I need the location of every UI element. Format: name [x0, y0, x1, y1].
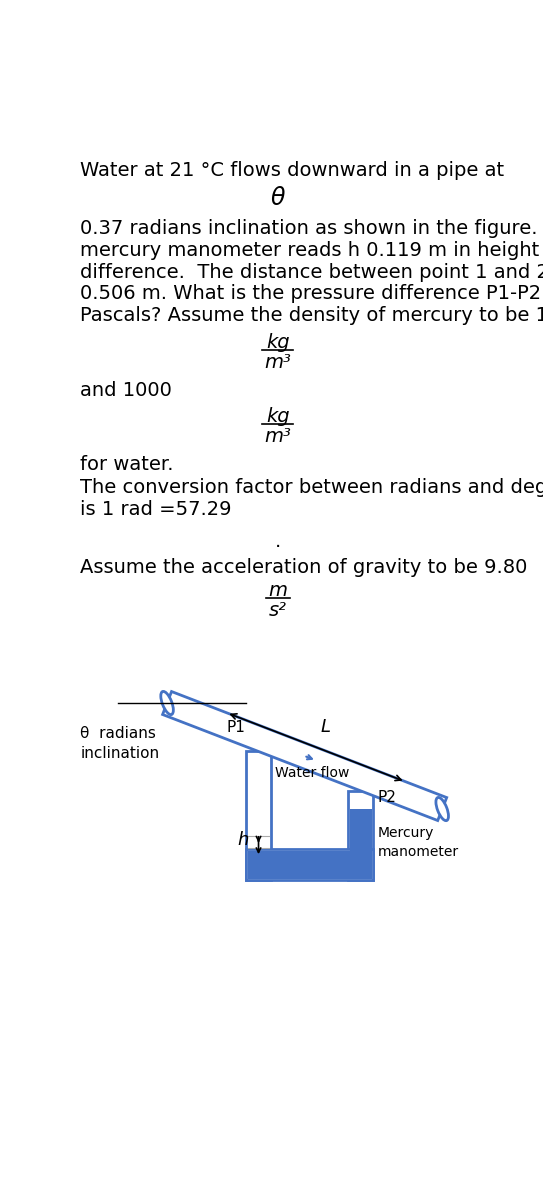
Ellipse shape	[161, 691, 173, 715]
Text: kg: kg	[266, 334, 290, 353]
Text: Water at 21 °C flows downward in a pipe at: Water at 21 °C flows downward in a pipe …	[80, 161, 504, 180]
Bar	[248, 851, 371, 878]
Text: Water flow: Water flow	[275, 766, 350, 780]
Bar	[349, 791, 373, 880]
Text: is 1 rad =57.29: is 1 rad =57.29	[80, 499, 232, 518]
Polygon shape	[162, 691, 447, 821]
Bar	[246, 751, 271, 880]
Text: kg: kg	[266, 407, 290, 426]
Text: h: h	[237, 830, 249, 848]
Text: m³: m³	[264, 354, 292, 372]
Text: Pascals? Assume the density of mercury to be 13600: Pascals? Assume the density of mercury t…	[80, 306, 543, 325]
Text: s²: s²	[269, 601, 287, 620]
Text: difference.  The distance between point 1 and 2 is L: difference. The distance between point 1…	[80, 263, 543, 282]
Text: The conversion factor between radians and degrees: The conversion factor between radians an…	[80, 478, 543, 497]
Text: θ: θ	[270, 186, 285, 210]
Text: for water.: for water.	[80, 455, 174, 474]
Text: mercury manometer reads h 0.119 m in height: mercury manometer reads h 0.119 m in hei…	[80, 241, 540, 260]
Text: θ  radians
inclination: θ radians inclination	[80, 726, 160, 761]
Text: Mercury
manometer: Mercury manometer	[378, 827, 459, 859]
Bar	[246, 850, 373, 880]
Bar	[350, 809, 371, 878]
Ellipse shape	[436, 798, 449, 821]
Text: and 1000: and 1000	[80, 382, 172, 400]
Text: P1: P1	[227, 720, 245, 734]
Text: Assume the acceleration of gravity to be 9.80: Assume the acceleration of gravity to be…	[80, 558, 528, 577]
Text: m³: m³	[264, 427, 292, 446]
Text: .: .	[275, 532, 281, 551]
Text: 0.37 radians inclination as shown in the figure. The: 0.37 radians inclination as shown in the…	[80, 220, 543, 239]
Text: 0.506 m. What is the pressure difference P1-P2 in: 0.506 m. What is the pressure difference…	[80, 284, 543, 304]
Text: P2: P2	[377, 791, 396, 805]
Text: m: m	[268, 581, 287, 600]
Bar	[248, 844, 269, 847]
Text: L: L	[320, 719, 330, 737]
